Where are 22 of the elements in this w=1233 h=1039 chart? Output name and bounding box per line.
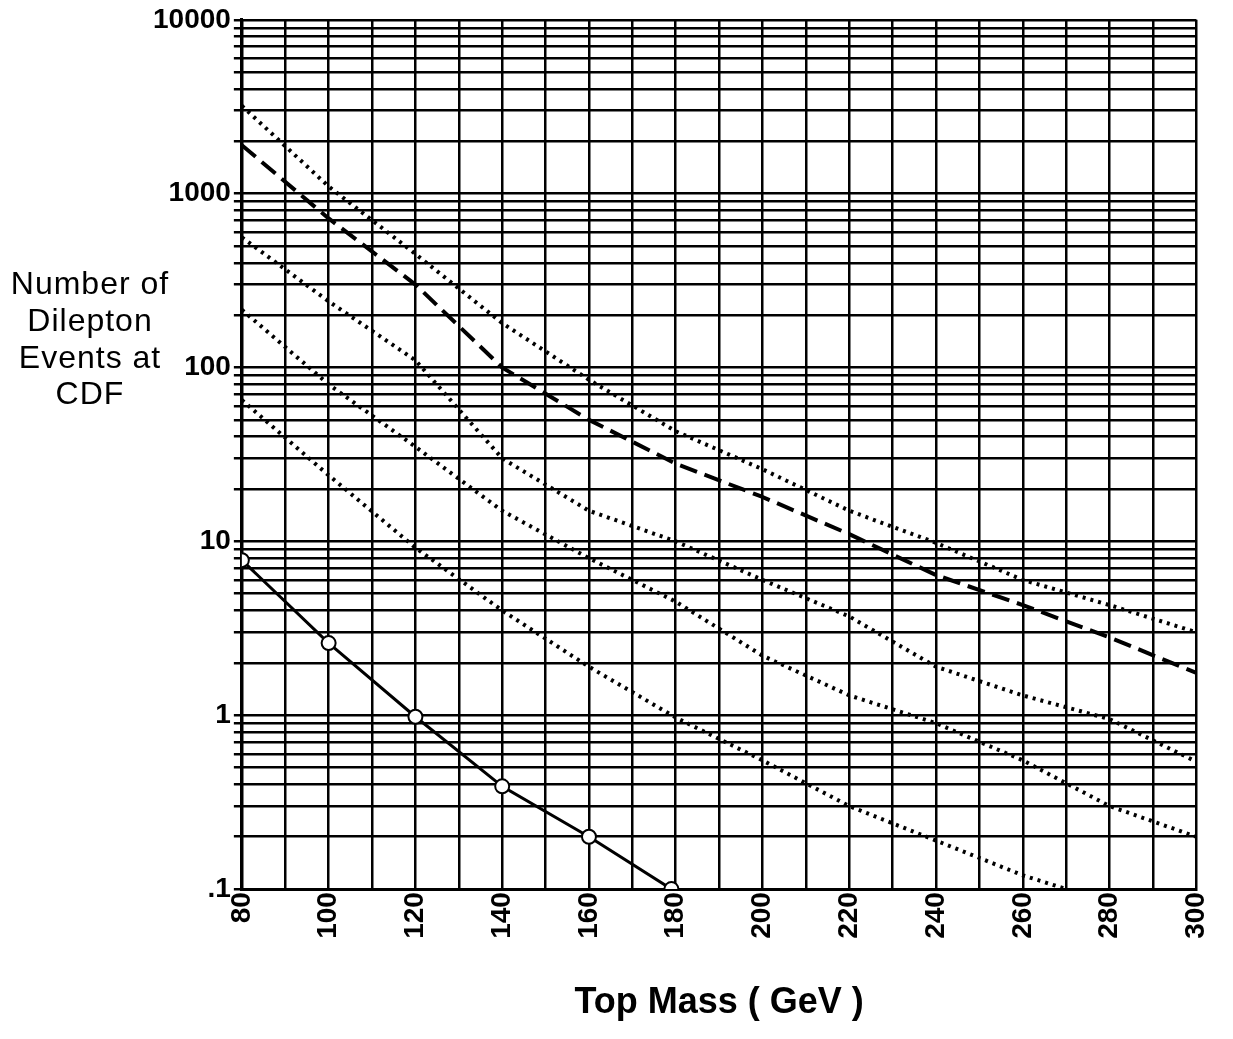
y-tick-label: 10 [199, 524, 231, 556]
y-tick-label: 1 [215, 697, 231, 729]
x-tick-label: 100 [311, 892, 343, 939]
x-tick-label: 240 [918, 892, 950, 939]
point [320, 635, 337, 652]
x-tick-label: 200 [745, 892, 777, 939]
x-tick-label: 220 [832, 892, 864, 939]
x-tick-label: 280 [1092, 892, 1124, 939]
point [494, 778, 511, 795]
y-tick-label: 10000 [152, 2, 231, 34]
y-axis-title: Number of Dilepton Events at CDF [10, 265, 170, 413]
x-tick-label: 300 [1179, 892, 1211, 939]
point [580, 828, 597, 845]
x-tick-label: 260 [1005, 892, 1037, 939]
x-axis-title: Top Mass ( GeV ) [574, 980, 864, 1022]
x-tick-label: 180 [658, 892, 690, 939]
x-tick-label: 160 [571, 892, 603, 939]
x-tick-label: 120 [398, 892, 430, 939]
y-tick-label: 1000 [168, 176, 231, 208]
point [407, 708, 424, 725]
y-tick-label: 100 [184, 350, 231, 382]
x-tick-label: 140 [484, 892, 516, 939]
